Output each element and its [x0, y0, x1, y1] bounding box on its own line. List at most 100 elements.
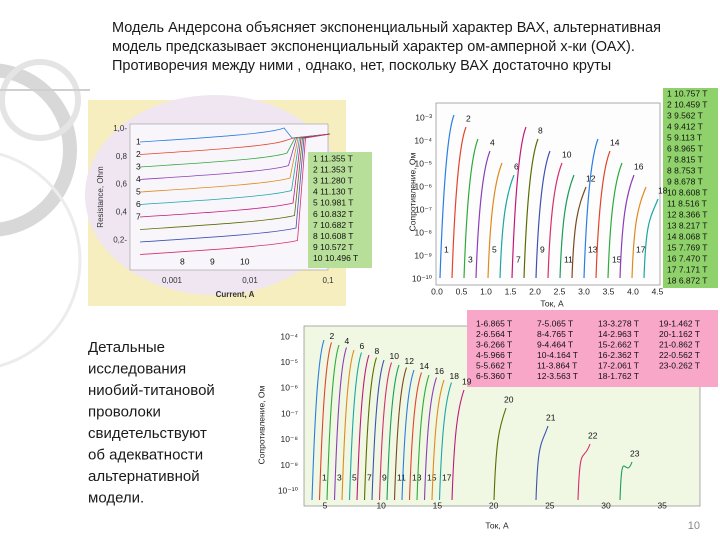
figure-1 — [85, 95, 372, 306]
y-tick-label: 0,8 — [116, 152, 128, 161]
legend-entry: 8 8.753 T — [667, 165, 703, 175]
legend-entry: 12-3.563 T — [537, 371, 578, 381]
legend-entry: 4 11.130 T — [313, 187, 353, 197]
curve-label: 18 — [658, 185, 668, 195]
y-tick-label: 10⁻¹⁰ — [278, 485, 299, 495]
x-tick-label: 10 — [376, 500, 386, 510]
x-tick-label: 3.0 — [578, 286, 590, 296]
x-axis-label: Ток, А — [485, 520, 509, 530]
legend-entry: 3 11.280 T — [313, 175, 353, 185]
legend-entry: 10 8.608 T — [667, 187, 708, 197]
side-text-line: альтернативной — [88, 468, 200, 485]
legend-entry: 12 8.366 T — [667, 209, 708, 219]
curve — [393, 367, 408, 501]
y-tick-label: 10⁻³ — [415, 112, 432, 122]
legend-entry: 7-5.065 T — [537, 318, 573, 328]
curve-label: 13 — [412, 472, 422, 482]
side-text-line: модели. — [88, 489, 144, 506]
legend-entry: 9-4.464 T — [537, 339, 573, 349]
legend-entry: 13-3.278 T — [598, 318, 639, 328]
curve — [348, 352, 363, 501]
y-tick-label: 10⁻⁵ — [281, 357, 298, 367]
decoration — [0, 59, 90, 368]
curve — [631, 186, 647, 279]
curve-label: 3 — [468, 254, 473, 264]
curve — [438, 382, 453, 501]
x-tick-label: 25 — [545, 500, 555, 510]
y-tick-label: 10⁻⁸ — [280, 434, 298, 444]
x-tick-label: 0,001 — [162, 276, 183, 285]
legend-entry: 6 8.965 T — [667, 143, 703, 153]
y-tick-label: 0,6 — [116, 180, 128, 189]
curve-label: 6 — [360, 341, 365, 351]
legend-entry: 7 8.815 T — [667, 154, 703, 164]
curve — [451, 389, 465, 501]
legend-entry: 18 6.872 T — [667, 275, 708, 285]
x-tick-label: 1.5 — [505, 286, 517, 296]
side-text-line: об адекватности — [88, 446, 203, 463]
curve — [463, 138, 479, 279]
x-tick-label: 2.0 — [529, 286, 541, 296]
title-line: Противоречия между ними , однако, нет, п… — [112, 58, 611, 74]
legend-entry: 1 11.355 T — [313, 153, 353, 163]
curve-label: 5 — [352, 472, 357, 482]
curve-label: 13 — [588, 244, 598, 254]
x-axis-label: Current, A — [216, 290, 255, 299]
curve-label: 1 — [322, 472, 327, 482]
curve — [363, 357, 378, 501]
side-text-line: свидетельствуют — [88, 425, 207, 442]
curve — [439, 114, 455, 279]
curve — [559, 174, 575, 279]
x-tick-label: 0.5 — [456, 286, 468, 296]
legend-entry: 8-4.765 T — [537, 329, 573, 339]
curve — [139, 133, 331, 230]
curve — [386, 364, 400, 501]
curve-label: 8 — [180, 256, 185, 266]
x-tick-label: 2.5 — [554, 286, 566, 296]
curve — [619, 174, 635, 279]
curve — [139, 133, 331, 205]
legend-entry: 11 8.516 T — [667, 198, 707, 208]
curve-label: 16 — [435, 366, 445, 376]
curve — [311, 339, 325, 501]
side-text-line: ниобий-титановой — [88, 382, 215, 399]
curve-label: 9 — [210, 256, 215, 266]
curve-label: 7 — [367, 472, 372, 482]
legend-entry: 17 7.171 T — [667, 264, 708, 274]
x-tick-label: 4.0 — [627, 286, 639, 296]
curve-label: 23 — [630, 448, 640, 458]
curve — [408, 372, 423, 501]
y-axis-label: Сопротивление, Ом — [407, 152, 417, 231]
curve — [139, 133, 331, 168]
legend-entry: 3 9.562 T — [667, 110, 703, 120]
y-tick-label: 10⁻⁷ — [415, 204, 432, 214]
curve — [475, 150, 491, 279]
y-axis-label: Сопротивление, Ом — [256, 385, 266, 464]
curve — [139, 133, 331, 243]
x-tick-label: 0,1 — [322, 276, 334, 285]
x-tick-label: 20 — [489, 500, 499, 510]
curve-label: 14 — [420, 361, 430, 371]
curve-label: 3 — [337, 472, 342, 482]
legend-entry: 2 11.353 T — [313, 164, 353, 174]
legend-entry: 4-5.966 T — [476, 350, 512, 360]
curve — [451, 126, 467, 279]
curve-label: 19 — [462, 376, 472, 386]
curve-label: 4 — [136, 174, 141, 184]
legend-entry: 5 10.981 T — [313, 198, 354, 208]
legend-entry: 1 10.757 T — [667, 88, 708, 98]
curve-label: 5 — [136, 186, 141, 196]
curve — [523, 138, 539, 279]
y-tick-label: 0,4 — [116, 208, 128, 217]
y-tick-label: 10⁻⁹ — [414, 250, 432, 260]
curve-label: 12 — [405, 356, 415, 366]
curve — [333, 347, 348, 501]
curve — [499, 174, 515, 279]
curve — [535, 150, 551, 279]
legend-entry: 23-0.262 T — [659, 360, 700, 370]
y-axis-label: Resistance, Ohm — [96, 166, 105, 228]
curve-label: 11 — [397, 472, 406, 482]
legend-entry: 17-2.061 T — [598, 360, 639, 370]
curve-label: 20 — [504, 394, 514, 404]
y-tick-label: 10⁻⁴ — [414, 135, 432, 145]
